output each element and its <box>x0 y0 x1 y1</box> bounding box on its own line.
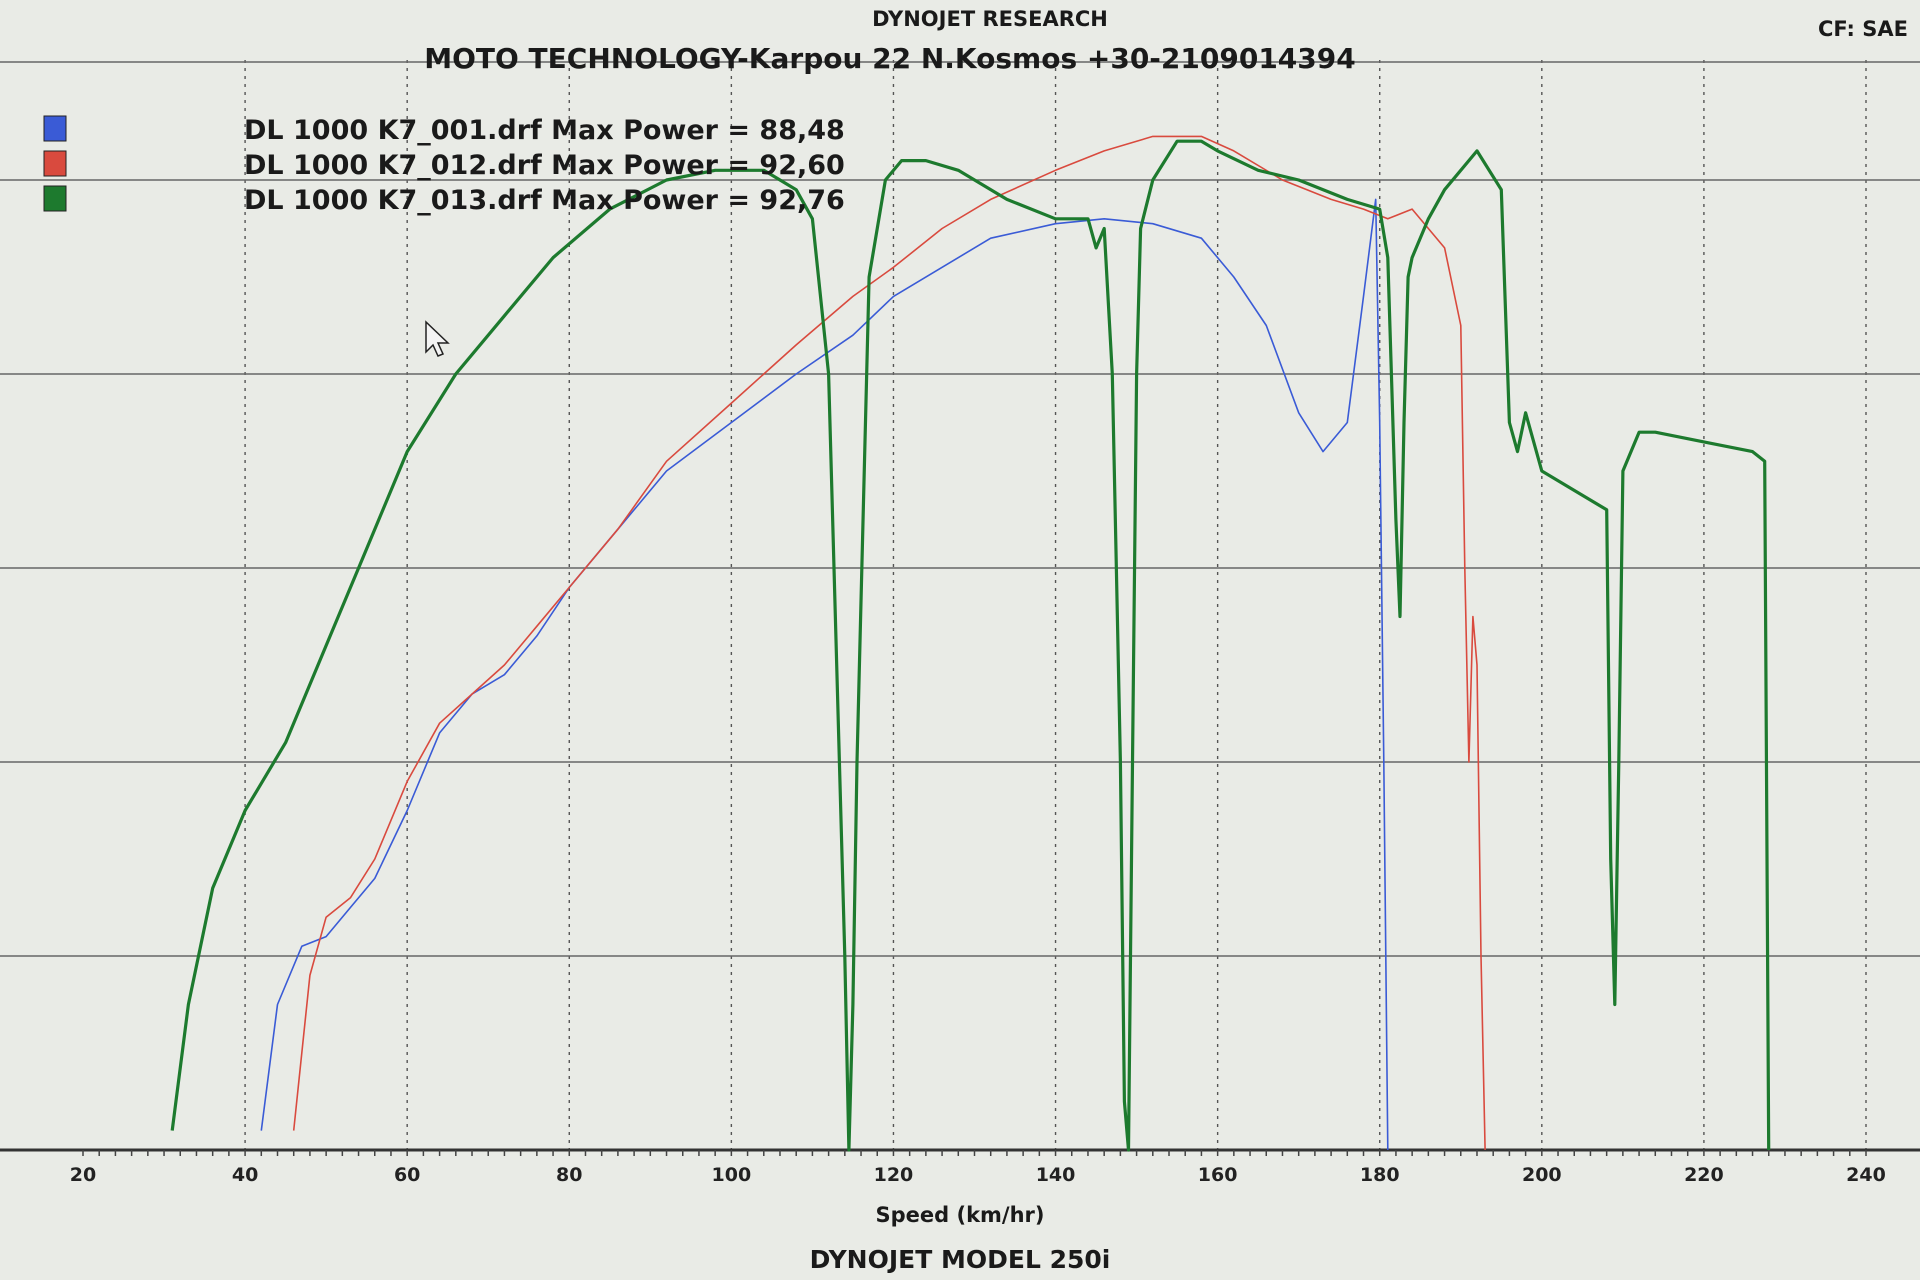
x-tick-label-6: 140 <box>1036 1164 1076 1186</box>
legend-swatch-1 <box>43 115 67 142</box>
x-tick-label-4: 100 <box>712 1164 752 1186</box>
x-axis-minor-ticks <box>82 1150 1867 1156</box>
x-tick-label-8: 180 <box>1360 1164 1400 1186</box>
footer-model: DYNOJET MODEL 250i <box>810 1245 1111 1274</box>
x-tick-label-9: 200 <box>1522 1164 1562 1186</box>
x-tick-label-7: 160 <box>1198 1164 1238 1186</box>
x-tick-label-2: 60 <box>394 1164 420 1186</box>
x-tick-label-1: 40 <box>232 1164 258 1186</box>
legend-label-2: DL 1000 K7_012.drf Max Power = 92,60 <box>244 150 845 181</box>
x-tick-labels: 20 40 60 80 100 120 140 160 180 200 220 240 <box>70 1164 1886 1186</box>
x-tick-label-10: 220 <box>1684 1164 1724 1186</box>
legend-swatch-3 <box>43 185 67 212</box>
x-tick-label-3: 80 <box>556 1164 582 1186</box>
x-tick-label-5: 120 <box>874 1164 914 1186</box>
horizontal-gridlines <box>0 61 1920 957</box>
grid <box>0 60 1920 1150</box>
legend-label-3: DL 1000 K7_013.drf Max Power = 92,76 <box>244 185 845 216</box>
legend-swatch-2 <box>43 150 67 177</box>
header-vendor: DYNOJET RESEARCH <box>872 7 1108 31</box>
header-shop: MOTO TECHNOLOGY-Karpou 22 N.Kosmos +30-2… <box>424 42 1356 75</box>
legend-label-1: DL 1000 K7_001.drf Max Power = 88,48 <box>244 115 845 146</box>
series-layer <box>170 135 1771 1152</box>
series-line-1 <box>260 198 1389 1151</box>
series-line-3 <box>170 139 1771 1152</box>
x-axis-label: Speed (km/hr) <box>875 1203 1044 1227</box>
series-line-2 <box>292 135 1486 1151</box>
x-tick-label-0: 20 <box>70 1164 96 1186</box>
vertical-gridlines <box>244 60 1867 1150</box>
x-tick-label-11: 240 <box>1846 1164 1886 1186</box>
header-correction: CF: SAE <box>1818 17 1908 41</box>
legend: DL 1000 K7_001.drf Max Power = 88,48 DL 1… <box>43 115 845 216</box>
mouse-cursor-icon <box>425 320 450 357</box>
